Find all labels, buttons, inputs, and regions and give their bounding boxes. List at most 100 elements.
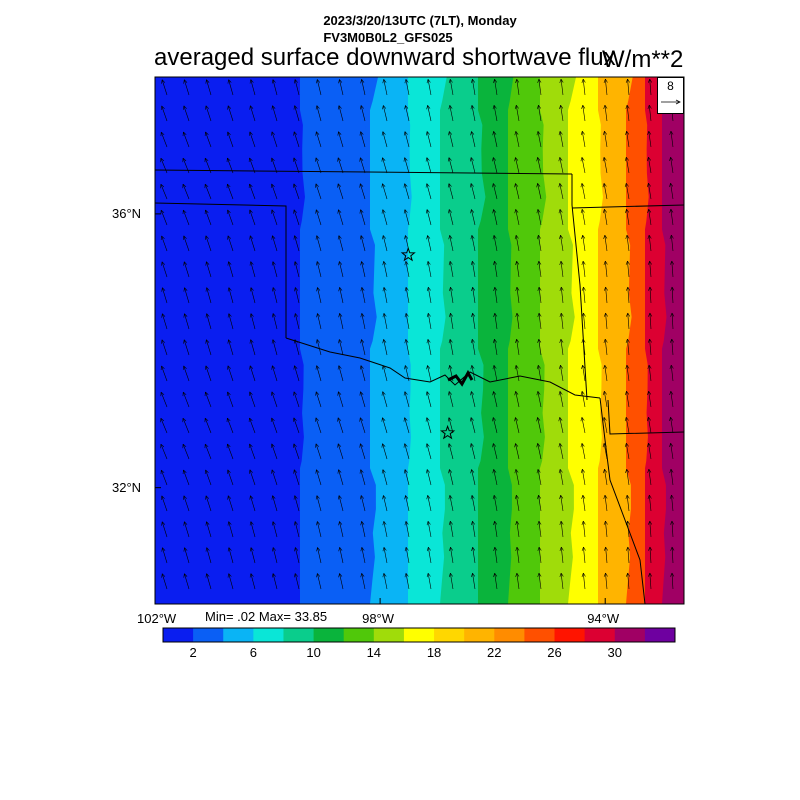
wind-vector-arrow-icon (227, 313, 234, 330)
wind-vector-arrow-icon (338, 287, 344, 304)
wind-vector-arrow-icon (515, 339, 520, 356)
wind-vector-arrow-icon (492, 469, 498, 486)
wind-vector-arrow-icon (448, 105, 454, 122)
wind-vector-arrow-icon (160, 131, 168, 148)
wind-vector-arrow-icon (183, 495, 190, 512)
reference-vector-magnitude: 8 (667, 79, 674, 93)
wind-vector-arrow-icon (382, 235, 388, 252)
wind-vector-arrow-icon (381, 469, 388, 486)
wind-vector-arrow-icon (580, 157, 586, 174)
wind-vector-arrow-icon (315, 183, 322, 200)
wind-vector-arrow-icon (448, 573, 454, 590)
wind-vector-arrow-icon (647, 468, 652, 486)
wind-vector-arrow-icon (404, 547, 410, 564)
wind-vector-arrow-icon (293, 235, 300, 252)
wind-vector-arrow-icon (471, 573, 476, 590)
wind-vector-arrow-icon (558, 391, 564, 408)
wind-vector-arrow-icon (183, 105, 190, 122)
wind-vector-arrow-icon (603, 312, 608, 330)
wind-vector-arrow-icon (359, 391, 366, 408)
wind-vector-arrow-icon (226, 391, 234, 408)
wind-vector-arrow-icon (160, 417, 168, 434)
flux-band (626, 77, 646, 604)
texas-oklahoma-panhandle-border (155, 202, 287, 338)
wind-vector-arrow-icon (381, 417, 388, 434)
wind-vector-arrow-icon (293, 209, 300, 226)
wind-vector-arrow-icon (603, 364, 608, 382)
wind-vector-arrow-icon (248, 391, 256, 408)
wind-vector-arrow-icon (270, 443, 278, 460)
wind-vector-arrow-icon (226, 131, 234, 148)
colorbar-tick-label: 6 (249, 645, 257, 660)
wind-vector-arrow-icon (624, 157, 630, 174)
wind-vector-arrow-icon (382, 495, 388, 512)
wind-vector-arrow-icon (580, 209, 586, 226)
wind-vector-arrow-icon (426, 469, 432, 486)
wind-vector-arrow-icon (492, 443, 498, 460)
wind-vector-arrow-icon (536, 365, 542, 382)
star-marker-oklahoma-city (400, 246, 416, 262)
wind-vector-arrow-icon (205, 339, 212, 356)
wind-vector-arrow-icon (648, 286, 653, 304)
wind-vector-arrow-icon (337, 235, 344, 252)
wind-vector-arrow-icon (492, 235, 498, 252)
wind-vector-arrow-icon (205, 573, 212, 590)
lat-label: 36°N (112, 205, 142, 221)
wind-vector-arrow-icon (470, 469, 476, 486)
wind-vector-arrow-icon (426, 495, 432, 512)
wind-vector-arrow-icon (337, 469, 344, 486)
kansas-oklahoma-border (155, 169, 573, 175)
wind-vector-arrow-icon (293, 105, 300, 122)
wind-vector-arrow-icon (580, 131, 586, 148)
wind-vector-arrow-icon (492, 209, 498, 226)
wind-vector-arrow-icon (316, 547, 322, 564)
wind-vector-arrow-icon (182, 417, 190, 434)
lat-label: 32°N (112, 479, 142, 495)
colorbar-tick-label: 18 (426, 645, 442, 660)
wind-vector-arrow-icon (381, 391, 388, 408)
wind-vector-arrow-icon (360, 105, 366, 122)
wind-vector-arrow-icon (160, 183, 168, 200)
flux-band-edge (619, 77, 633, 604)
wind-vector-arrow-icon (449, 547, 454, 564)
wind-vector-arrow-icon (403, 183, 410, 200)
wind-vector-arrow-icon (249, 313, 256, 330)
wind-vector-arrow-icon (580, 391, 586, 408)
wind-vector-arrow-icon (448, 469, 454, 486)
wind-vector-arrow-icon (602, 157, 608, 174)
wind-vector-arrow-icon (404, 339, 410, 356)
wind-vector-arrow-icon (315, 495, 322, 512)
wind-vector-arrow-icon (670, 572, 675, 590)
wind-vector-arrow-icon (447, 157, 454, 174)
wind-vector-arrow-icon (647, 234, 652, 252)
wind-vector-arrow-icon (515, 312, 520, 330)
wind-vector-arrow-icon (581, 104, 586, 122)
wind-vector-arrow-icon (448, 313, 454, 330)
wind-vector-arrow-icon (537, 495, 542, 512)
wind-vector-arrow-icon (514, 495, 520, 512)
colorbar-tick-label: 30 (607, 645, 622, 660)
wind-vector-arrow-icon (182, 209, 190, 226)
wind-vector-arrow-icon (603, 520, 608, 538)
wind-vector-arrow-icon (205, 495, 212, 512)
wind-vector-arrow-icon (581, 286, 586, 304)
wind-vector-arrow-icon (603, 286, 608, 304)
wind-vector-arrow-icon (492, 183, 498, 200)
wind-vector-arrow-icon (492, 105, 498, 122)
wind-vector-arrow-icon (469, 417, 476, 434)
wind-vector-arrow-icon (182, 131, 190, 148)
wind-vector-arrow-icon (537, 78, 542, 96)
map-units: W/m**2 (602, 46, 684, 73)
wind-vector-arrow-icon (382, 79, 388, 96)
wind-vector-arrow-icon (559, 260, 564, 278)
wind-vector-arrow-icon (359, 417, 366, 434)
lon-label: 102°W (137, 611, 177, 626)
wind-vector-arrow-icon (515, 546, 520, 564)
wind-vector-arrow-icon (360, 547, 366, 564)
flux-band-edge (592, 77, 603, 604)
wind-vector-arrow-icon (603, 469, 608, 486)
wind-vector-arrow-icon (492, 495, 498, 512)
wind-vector-arrow-icon (359, 443, 366, 460)
wind-vector-arrow-icon (558, 469, 564, 486)
lake-texoma (447, 369, 474, 387)
